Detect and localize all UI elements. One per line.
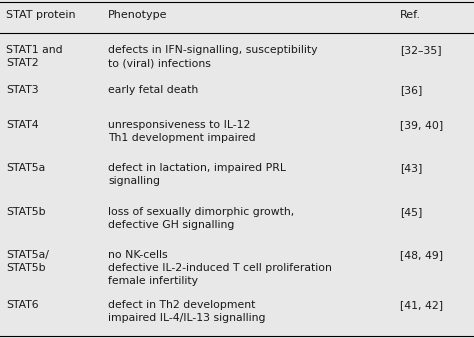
Text: STAT5b: STAT5b (6, 207, 46, 217)
Text: loss of sexually dimorphic growth,
defective GH signalling: loss of sexually dimorphic growth, defec… (108, 207, 294, 230)
Text: [43]: [43] (400, 163, 422, 173)
Text: STAT4: STAT4 (6, 120, 38, 130)
Text: STAT1 and
STAT2: STAT1 and STAT2 (6, 45, 63, 68)
Text: unresponsiveness to IL-12
Th1 development impaired: unresponsiveness to IL-12 Th1 developmen… (108, 120, 255, 143)
Text: STAT protein: STAT protein (6, 10, 76, 20)
Text: [36]: [36] (400, 85, 422, 95)
Text: STAT6: STAT6 (6, 300, 38, 310)
Text: [32–35]: [32–35] (400, 45, 442, 55)
Text: no NK-cells
defective IL-2-induced T cell proliferation
female infertility: no NK-cells defective IL-2-induced T cel… (108, 250, 332, 286)
Text: [48, 49]: [48, 49] (400, 250, 443, 260)
Text: STAT5a: STAT5a (6, 163, 45, 173)
Text: early fetal death: early fetal death (108, 85, 198, 95)
Text: STAT5a/
STAT5b: STAT5a/ STAT5b (6, 250, 49, 273)
Text: [45]: [45] (400, 207, 422, 217)
Text: Ref.: Ref. (400, 10, 421, 20)
Text: [41, 42]: [41, 42] (400, 300, 443, 310)
Text: defects in IFN-signalling, susceptibility
to (viral) infections: defects in IFN-signalling, susceptibilit… (108, 45, 318, 68)
Text: [39, 40]: [39, 40] (400, 120, 443, 130)
Text: defect in lactation, impaired PRL
signalling: defect in lactation, impaired PRL signal… (108, 163, 286, 186)
Text: defect in Th2 development
impaired IL-4/IL-13 signalling: defect in Th2 development impaired IL-4/… (108, 300, 265, 323)
Text: STAT3: STAT3 (6, 85, 38, 95)
Text: Phenotype: Phenotype (108, 10, 167, 20)
